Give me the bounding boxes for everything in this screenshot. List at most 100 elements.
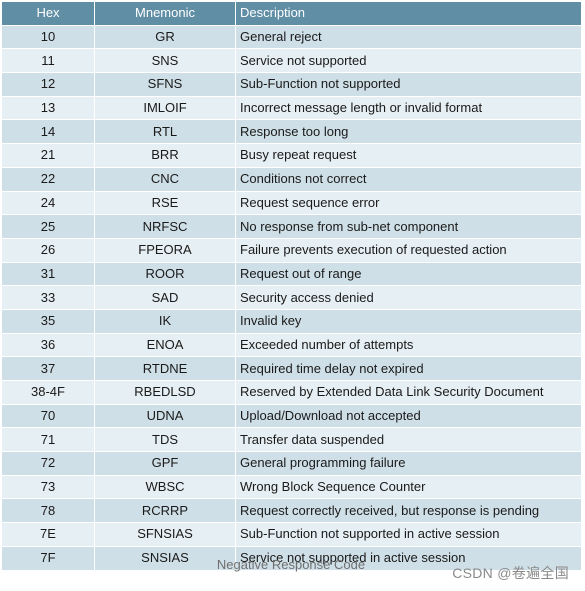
- table-row: 12 SFNS Sub-Function not supported: [1, 72, 582, 97]
- table-body: 10 GR General reject 11 SNS Service not suppo…: [1, 24, 582, 571]
- table-row: 24 RSE Request sequence error: [1, 190, 582, 216]
- cell-mnemonic: ROOR: [94, 261, 236, 287]
- cell-description: Security access denied: [235, 285, 582, 310]
- cell-mnemonic: GR: [94, 24, 236, 50]
- cell-hex: 24: [1, 190, 95, 216]
- cell-mnemonic: GPF: [94, 451, 236, 476]
- cell-description: Incorrect message length or invalid form…: [235, 95, 582, 121]
- table-row: 7E SFNSIAS Sub-Function not supported in a…: [1, 522, 582, 547]
- header-hex: Hex: [1, 1, 95, 26]
- cell-description: Reserved by Extended Data Link Security …: [235, 380, 582, 405]
- cell-hex: 13: [1, 95, 95, 121]
- cell-mnemonic: TDS: [94, 427, 236, 453]
- cell-description: General programming failure: [235, 451, 582, 476]
- cell-description: No response from sub-net component: [235, 214, 582, 239]
- cell-hex: 26: [1, 237, 95, 263]
- table-row: 70 UDNA Upload/Download not accepted: [1, 403, 582, 429]
- table-row: 11 SNS Service not supported: [1, 48, 582, 74]
- cell-description: Request correctly received, but response…: [235, 498, 582, 524]
- cell-mnemonic: RTL: [94, 119, 236, 145]
- cell-description: Conditions not correct: [235, 166, 582, 192]
- cell-hex: 10: [1, 24, 95, 50]
- cell-description: Upload/Download not accepted: [235, 403, 582, 429]
- cell-hex: 25: [1, 214, 95, 239]
- cell-mnemonic: UDNA: [94, 403, 236, 429]
- cell-mnemonic: ENOA: [94, 332, 236, 358]
- table-row: 78 RCRRP Request correctly received, but r…: [1, 498, 582, 524]
- cell-mnemonic: RTDNE: [94, 356, 236, 381]
- table-row: 14 RTL Response too long: [1, 119, 582, 145]
- cell-hex: 33: [1, 285, 95, 310]
- cell-hex: 78: [1, 498, 95, 524]
- cell-hex: 37: [1, 356, 95, 381]
- cell-mnemonic: WBSC: [94, 474, 236, 500]
- cell-description: Invalid key: [235, 308, 582, 334]
- table-row: 37 RTDNE Required time delay not expired: [1, 356, 582, 381]
- cell-description: Wrong Block Sequence Counter: [235, 474, 582, 500]
- cell-hex: 21: [1, 143, 95, 168]
- cell-description: Required time delay not expired: [235, 356, 582, 381]
- table-row: 25 NRFSC No response from sub-net componen…: [1, 214, 582, 239]
- cell-hex: 12: [1, 72, 95, 97]
- cell-hex: 7E: [1, 522, 95, 547]
- table-row: 33 SAD Security access denied: [1, 285, 582, 310]
- cell-mnemonic: SNS: [94, 48, 236, 74]
- table-row: 35 IK Invalid key: [1, 308, 582, 334]
- negative-response-code-table: Hex Mnemonic Description 10 GR General rej…: [1, 1, 582, 571]
- nrc-table-container: Hex Mnemonic Description 10 GR General rej…: [1, 1, 582, 571]
- header-description: Description: [235, 1, 582, 26]
- table-row: 72 GPF General programming failure: [1, 451, 582, 476]
- cell-description: Service not supported in active session: [235, 545, 582, 571]
- table-row: 71 TDS Transfer data suspended: [1, 427, 582, 453]
- cell-mnemonic: FPEORA: [94, 237, 236, 263]
- table-row: 73 WBSC Wrong Block Sequence Counter: [1, 474, 582, 500]
- cell-mnemonic: BRR: [94, 143, 236, 168]
- cell-description: Service not supported: [235, 48, 582, 74]
- cell-mnemonic: IMLOIF: [94, 95, 236, 121]
- cell-hex: 38-4F: [1, 380, 95, 405]
- cell-mnemonic: IK: [94, 308, 236, 334]
- cell-description: Failure prevents execution of requested …: [235, 237, 582, 263]
- table-row: 13 IMLOIF Incorrect message length or inva…: [1, 95, 582, 121]
- cell-hex: 35: [1, 308, 95, 334]
- cell-mnemonic: RSE: [94, 190, 236, 216]
- cell-mnemonic: RCRRP: [94, 498, 236, 524]
- cell-hex: 70: [1, 403, 95, 429]
- cell-hex: 73: [1, 474, 95, 500]
- cell-mnemonic: SFNS: [94, 72, 236, 97]
- table-header-row: Hex Mnemonic Description: [1, 1, 582, 26]
- table-caption: Negative Response Code: [216, 557, 366, 572]
- cell-description: Request out of range: [235, 261, 582, 287]
- table-row: 36 ENOA Exceeded number of attempts: [1, 332, 582, 358]
- cell-hex: 36: [1, 332, 95, 358]
- cell-hex: 72: [1, 451, 95, 476]
- cell-mnemonic: SNSIAS: [94, 545, 236, 571]
- cell-description: General reject: [235, 24, 582, 50]
- cell-mnemonic: CNC: [94, 166, 236, 192]
- table-row: 22 CNC Conditions not correct: [1, 166, 582, 192]
- cell-description: Request sequence error: [235, 190, 582, 216]
- cell-hex: 31: [1, 261, 95, 287]
- cell-hex: 14: [1, 119, 95, 145]
- cell-description: Exceeded number of attempts: [235, 332, 582, 358]
- cell-mnemonic: NRFSC: [94, 214, 236, 239]
- header-mnemonic: Mnemonic: [94, 1, 236, 26]
- cell-description: Sub-Function not supported in active ses…: [235, 522, 582, 547]
- cell-description: Busy repeat request: [235, 143, 582, 168]
- cell-description: Response too long: [235, 119, 582, 145]
- csdn-watermark: CSDN @卷遍全国: [452, 565, 569, 581]
- cell-mnemonic: RBEDLSD: [94, 380, 236, 405]
- table-row: 10 GR General reject: [1, 24, 582, 50]
- cell-hex: 22: [1, 166, 95, 192]
- cell-description: Transfer data suspended: [235, 427, 582, 453]
- table-row: 7F SNSIAS Service not supported in active …: [1, 545, 582, 571]
- table-row: 26 FPEORA Failure prevents execution of re…: [1, 237, 582, 263]
- cell-mnemonic: SFNSIAS: [94, 522, 236, 547]
- table-row: 21 BRR Busy repeat request: [1, 143, 582, 168]
- cell-hex: 11: [1, 48, 95, 74]
- cell-hex: 71: [1, 427, 95, 453]
- cell-hex: 7F: [1, 545, 95, 571]
- table-row: 31 ROOR Request out of range: [1, 261, 582, 287]
- table-row: 38-4F RBEDLSD Reserved by Extended Data Li…: [1, 380, 582, 405]
- cell-mnemonic: SAD: [94, 285, 236, 310]
